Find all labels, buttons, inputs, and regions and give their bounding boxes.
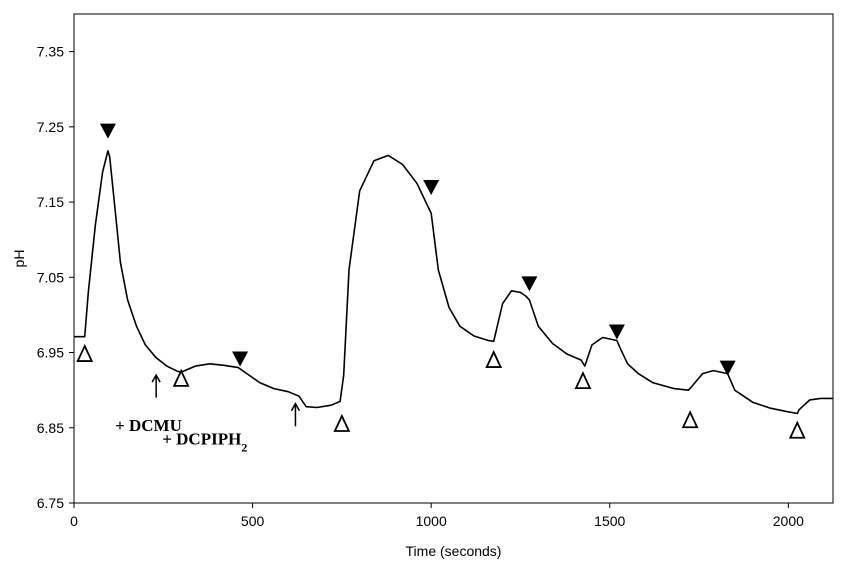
y-axis-label: pH [11,250,27,268]
y-tick-label: 7.35 [37,44,64,60]
open-triangle-marker [788,420,806,439]
x-tick-label: 500 [241,513,265,529]
plot-frame [73,13,834,504]
annotation-text: + DCPIPH [162,429,241,448]
open-triangle-marker [681,410,699,429]
filled-triangle-marker [232,351,249,367]
annotation-layer: + DCMU+ DCPIPH2 [115,416,247,455]
series-layer [74,150,833,415]
open-triangle-marker [574,370,592,390]
y-tick-label: 6.85 [37,420,64,436]
y-tick-label: 6.75 [37,495,64,511]
y-tick-label: 7.05 [37,269,64,285]
up-arrow-head [151,373,161,383]
filled-triangle-marker [99,123,116,139]
annotation-subscript: 2 [241,440,247,454]
arrow-layer [151,373,301,427]
open-triangle-marker [485,349,503,368]
x-tick-label: 2000 [773,513,804,529]
open-triangle-marker [172,368,190,387]
y-tick-label: 7.15 [37,194,64,210]
y-tick-label: 6.95 [37,345,64,361]
annotation-text: + DCMU [115,416,182,435]
open-triangle-marker [333,413,351,432]
x-axis-label: Time (seconds) [406,543,502,559]
filled-triangle-marker [521,276,538,292]
filled-triangle-marker [608,324,625,340]
x-axis-ticks: 0 500 1000 1500 2000 [70,503,804,529]
y-tick-label: 7.25 [37,119,64,135]
x-tick-label: 0 [70,513,78,529]
marker-layer [76,123,806,439]
annotation-dcpiph: + DCPIPH2 [162,429,247,454]
x-tick-label: 1000 [416,513,447,529]
up-arrow-head [290,402,301,412]
plot-area-border [73,13,834,504]
x-tick-label: 1500 [594,513,625,529]
filled-triangle-marker [423,180,440,196]
open-triangle-marker [76,343,94,362]
annotation-dcmu: + DCMU [115,416,182,435]
series-line [74,150,833,415]
y-axis-ticks: 6.75 6.85 6.95 7.05 7.15 7.25 7.35 [37,44,74,511]
filled-triangle-marker [719,360,736,376]
